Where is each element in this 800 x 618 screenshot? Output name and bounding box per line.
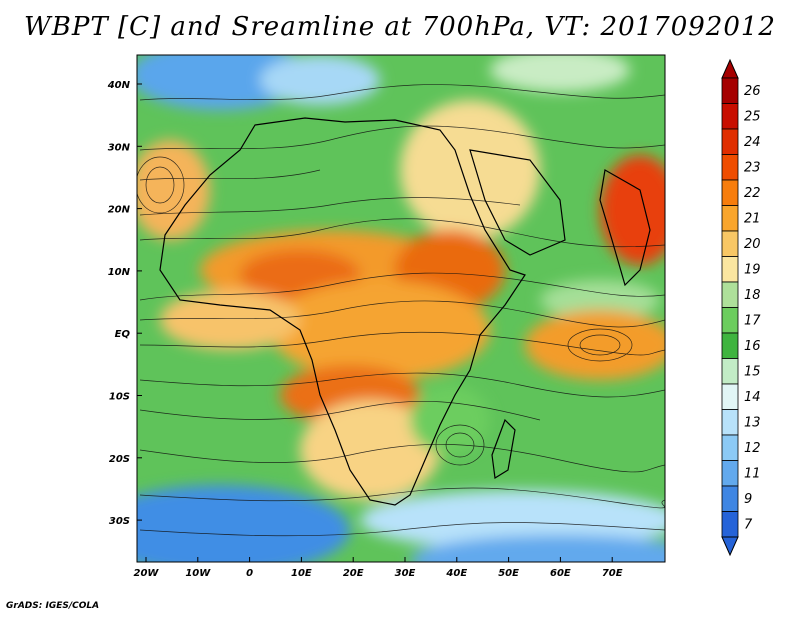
colorbar-swatch (721, 434, 739, 461)
colorbar-label: 15 (744, 364, 761, 379)
latitude-axis: 40N 30N 20N 10N EQ 10S 20S 30S (107, 80, 142, 527)
colorbar-swatch (721, 103, 739, 130)
colorbar-label: 23 (744, 160, 761, 175)
lat-label: 30N (108, 142, 131, 153)
lon-label: 20E (343, 568, 364, 579)
colorbar-label: 14 (744, 390, 761, 405)
colorbar-label: 19 (744, 262, 761, 277)
colorbar-bottom-arrow (721, 536, 739, 557)
colorbar: 26 25 24 23 22 21 20 19 18 17 16 15 14 13 12 11 9 7 (721, 58, 761, 557)
colorbar-label: 25 (744, 109, 761, 124)
lon-label: 20W (134, 568, 160, 579)
colorbar-label: 12 (744, 441, 761, 456)
lon-label: 70E (602, 568, 623, 579)
colorbar-label: 26 (744, 84, 761, 99)
lon-label: 10W (185, 568, 211, 579)
coastline-africa (159, 117, 526, 506)
colorbar-swatch (721, 154, 739, 181)
colorbar-label: 24 (744, 135, 761, 150)
wbpt-field (137, 55, 665, 562)
lat-label: 20S (109, 454, 130, 465)
colorbar-swatch (721, 460, 739, 487)
colorbar-label: 18 (744, 288, 761, 303)
lat-label: 20N (108, 205, 131, 216)
lon-label: 10E (291, 568, 312, 579)
colorbar-label: 11 (744, 466, 761, 481)
colorbar-swatch (721, 307, 739, 334)
colorbar-label: 16 (744, 339, 761, 354)
colorbar-label: 13 (744, 415, 761, 430)
plot-frame (136, 54, 666, 563)
colorbar-label: 22 (744, 186, 761, 201)
colorbar-swatch (721, 358, 739, 385)
lat-label: 30S (109, 516, 130, 527)
colorbar-swatch (721, 230, 739, 257)
colorbar-label: 17 (744, 313, 761, 328)
coastline-arabia (469, 149, 566, 256)
lon-label: 40E (445, 568, 467, 579)
plot-title: WBPT [C] and Sreamline at 700hPa, VT: 20… (24, 12, 776, 42)
colorbar-label: 21 (744, 211, 761, 226)
colorbar-swatch (721, 179, 739, 206)
streamlines (137, 84, 665, 537)
colorbar-swatch (721, 256, 739, 283)
colorbar-top-arrow (721, 58, 739, 79)
lat-label: 40N (107, 80, 131, 91)
lat-label: 10N (108, 267, 131, 278)
lon-label: 60E (550, 568, 571, 579)
colorbar-swatch (721, 485, 739, 512)
colorbar-label: 7 (744, 517, 753, 532)
credit-text: GrADS: IGES/COLA (6, 601, 100, 611)
lon-label: 0 (246, 568, 253, 579)
longitude-axis: 20W 10W 0 10E 20E 30E 40E 50E 60E 70E (134, 557, 623, 579)
coastline-madagascar (491, 418, 516, 479)
colorbar-swatch (721, 205, 739, 232)
colorbar-swatch (721, 383, 739, 410)
colorbar-label: 9 (744, 492, 752, 507)
colorbar-swatch (721, 77, 739, 104)
colorbar-swatch (721, 332, 739, 359)
colorbar-swatch (721, 128, 739, 155)
lat-label: 10S (109, 392, 130, 403)
colorbar-label: 20 (744, 237, 761, 252)
coastline-india (599, 169, 651, 287)
lon-label: 50E (498, 568, 519, 579)
colorbar-swatch (721, 511, 739, 538)
colorbar-swatch (721, 281, 739, 308)
lon-label: 30E (395, 568, 416, 579)
colorbar-swatch (721, 409, 739, 436)
lat-label: EQ (115, 329, 131, 340)
